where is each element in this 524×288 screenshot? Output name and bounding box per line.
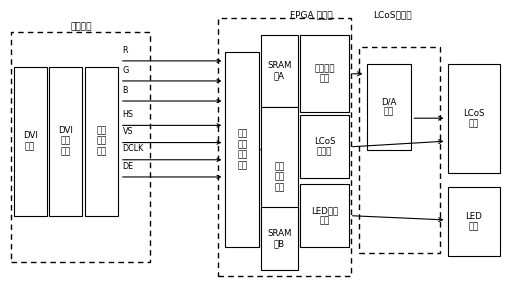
Text: R: R bbox=[123, 46, 128, 55]
Text: 图像源板: 图像源板 bbox=[71, 22, 92, 31]
Text: B: B bbox=[123, 86, 128, 95]
Text: DCLK: DCLK bbox=[123, 145, 144, 154]
Text: FPGA 主控板: FPGA 主控板 bbox=[290, 11, 333, 20]
Text: 数据
存储
控制: 数据 存储 控制 bbox=[274, 162, 285, 192]
Text: LCoS驱动板: LCoS驱动板 bbox=[373, 11, 412, 20]
Bar bbox=[300, 35, 350, 113]
Text: SRAM
组A: SRAM 组A bbox=[267, 61, 291, 81]
Bar bbox=[300, 115, 350, 178]
Bar bbox=[225, 52, 259, 247]
Bar bbox=[85, 67, 118, 216]
Text: VS: VS bbox=[123, 127, 133, 136]
Text: LED照明
控制: LED照明 控制 bbox=[311, 206, 338, 225]
Bar bbox=[217, 18, 351, 276]
Text: LED
背光: LED 背光 bbox=[465, 212, 482, 231]
Text: HS: HS bbox=[123, 110, 134, 119]
Bar bbox=[366, 64, 411, 150]
Bar bbox=[359, 47, 440, 253]
Text: LCoS
屏体: LCoS 屏体 bbox=[463, 109, 484, 128]
Text: G: G bbox=[123, 66, 129, 75]
Text: LCoS
屏控制: LCoS 屏控制 bbox=[314, 137, 335, 157]
Text: D/A
转换: D/A 转换 bbox=[381, 97, 397, 116]
Bar bbox=[447, 64, 500, 173]
Text: DVI
接口: DVI 接口 bbox=[23, 131, 38, 151]
Bar bbox=[11, 32, 150, 262]
Text: DE: DE bbox=[123, 162, 134, 171]
Bar bbox=[261, 207, 298, 270]
Bar bbox=[261, 107, 298, 247]
Bar bbox=[14, 67, 47, 216]
Bar bbox=[447, 187, 500, 256]
Text: DVI
解码
模块: DVI 解码 模块 bbox=[58, 126, 73, 156]
Bar bbox=[49, 67, 82, 216]
Text: 视频
数据
接收
重组: 视频 数据 接收 重组 bbox=[237, 130, 247, 170]
Text: SRAM
组B: SRAM 组B bbox=[267, 229, 291, 248]
Text: 图像
数据
输出: 图像 数据 输出 bbox=[96, 126, 106, 156]
Bar bbox=[300, 184, 350, 247]
Bar bbox=[261, 35, 298, 107]
Text: 数据输出
控制: 数据输出 控制 bbox=[314, 64, 335, 84]
